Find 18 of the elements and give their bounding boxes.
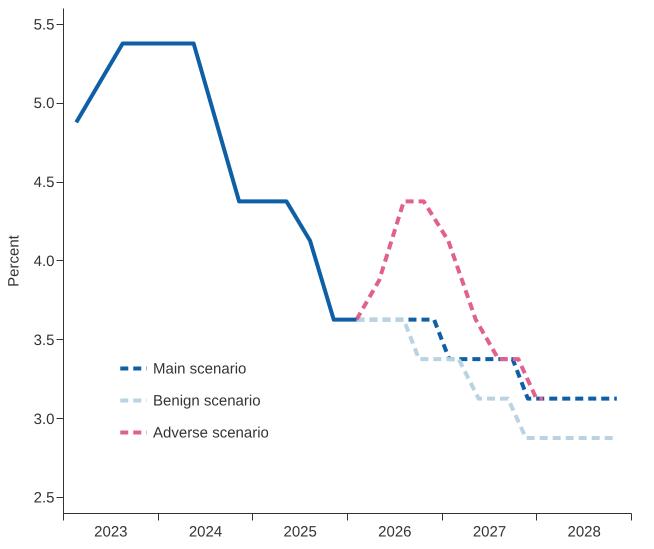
y-tick-label: 3.0 (34, 410, 54, 428)
legend-label: Main scenario (153, 360, 246, 378)
y-tick-label: 5.0 (34, 95, 54, 112)
x-tick-label: 2028 (567, 524, 601, 540)
x-tick-label: 2026 (378, 524, 412, 540)
x-tick-label: 2024 (188, 524, 222, 540)
x-tick-label: 2023 (94, 524, 128, 540)
line-series (354, 199, 545, 401)
y-tick-label: 4.0 (34, 253, 54, 270)
legend-label: Benign scenario (153, 392, 261, 410)
y-tick-label: 3.5 (34, 332, 54, 349)
y-tick-label: 5.5 (34, 16, 54, 34)
x-tick-label: 2025 (283, 524, 317, 540)
y-axis-title: Percent (6, 234, 23, 287)
y-tick-label: 4.5 (34, 174, 54, 192)
legend-label: Adverse scenario (153, 424, 269, 442)
x-tick-label: 2027 (472, 524, 506, 540)
y-tick-label: 2.5 (34, 490, 54, 507)
